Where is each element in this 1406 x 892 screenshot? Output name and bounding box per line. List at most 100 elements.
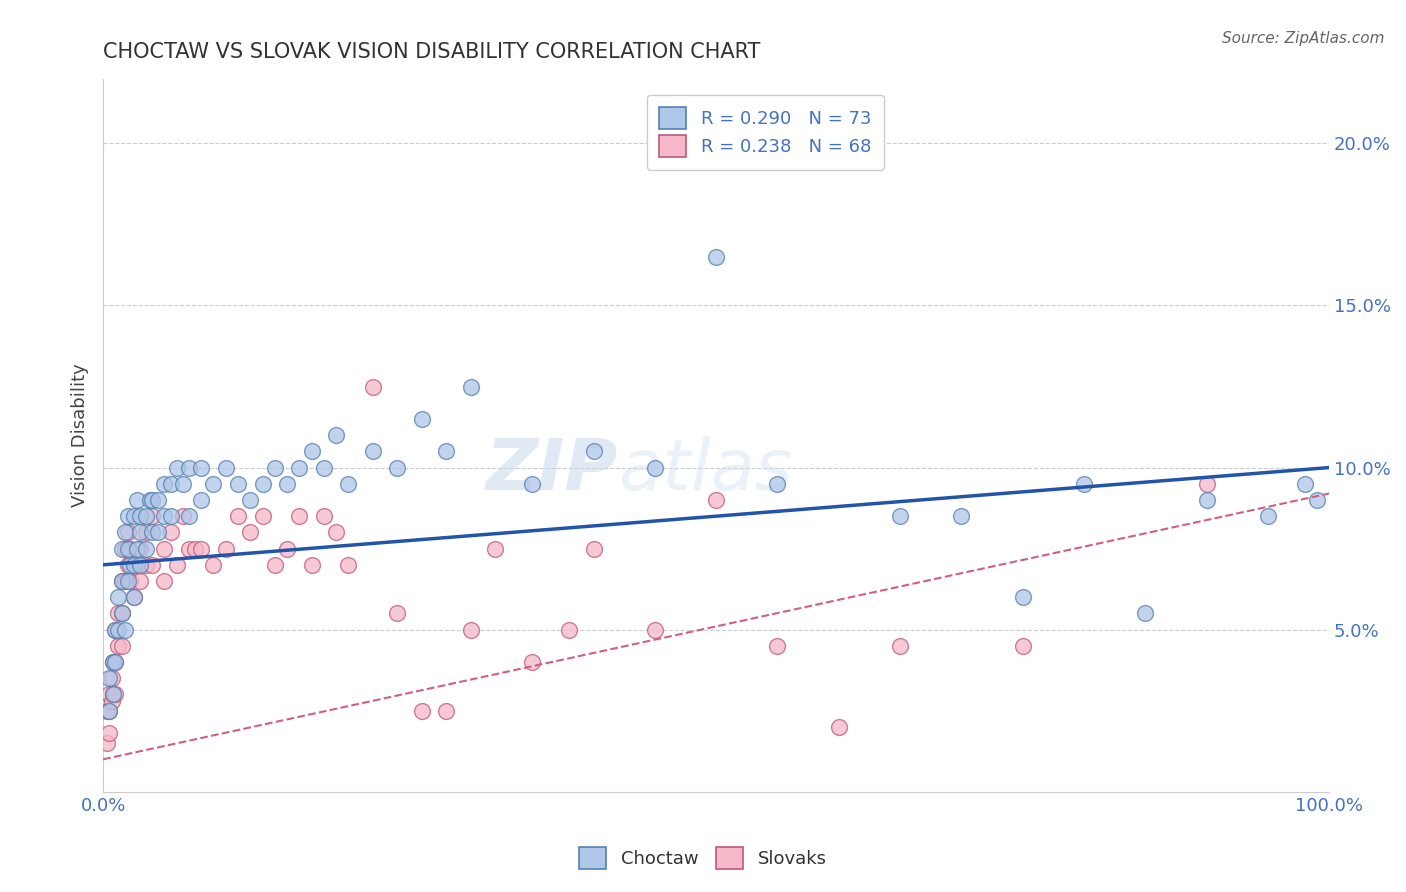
Text: atlas: atlas [619, 436, 793, 505]
Point [411, 412, 433, 426]
Point [436, 444, 458, 458]
Point [828, 720, 851, 734]
Point [252, 476, 274, 491]
Point [129, 574, 152, 588]
Point [114, 541, 136, 556]
Point [114, 574, 136, 588]
Text: ZIP: ZIP [486, 436, 619, 505]
Point [101, 688, 124, 702]
Point [107, 639, 129, 653]
Point [166, 558, 188, 572]
Point [120, 558, 142, 572]
Point [177, 509, 200, 524]
Point [117, 541, 139, 556]
Point [104, 623, 127, 637]
Point [96, 704, 118, 718]
Point [135, 525, 157, 540]
Point [582, 541, 605, 556]
Point [226, 476, 249, 491]
Point [337, 558, 360, 572]
Point [101, 655, 124, 669]
Point [148, 525, 170, 540]
Point [129, 509, 152, 524]
Point [215, 460, 238, 475]
Point [117, 509, 139, 524]
Point [1257, 509, 1279, 524]
Point [301, 558, 323, 572]
Point [263, 558, 285, 572]
Point [263, 460, 285, 475]
Point [122, 558, 145, 572]
Point [96, 736, 118, 750]
Point [104, 655, 127, 669]
Legend: R = 0.290   N = 73, R = 0.238   N = 68: R = 0.290 N = 73, R = 0.238 N = 68 [647, 95, 884, 169]
Point [127, 541, 149, 556]
Point [104, 623, 127, 637]
Point [129, 541, 152, 556]
Point [1306, 493, 1329, 508]
Point [1195, 493, 1218, 508]
Point [276, 476, 298, 491]
Point [288, 460, 311, 475]
Point [114, 623, 136, 637]
Point [889, 639, 911, 653]
Point [644, 623, 666, 637]
Point [141, 525, 163, 540]
Point [98, 704, 121, 718]
Point [122, 591, 145, 605]
Point [252, 509, 274, 524]
Point [215, 541, 238, 556]
Point [104, 655, 127, 669]
Point [114, 525, 136, 540]
Point [117, 558, 139, 572]
Point [460, 379, 482, 393]
Point [387, 460, 409, 475]
Text: CHOCTAW VS SLOVAK VISION DISABILITY CORRELATION CHART: CHOCTAW VS SLOVAK VISION DISABILITY CORR… [103, 42, 761, 62]
Point [184, 541, 207, 556]
Point [98, 688, 121, 702]
Point [153, 476, 176, 491]
Point [484, 541, 506, 556]
Point [361, 444, 384, 458]
Point [312, 460, 335, 475]
Point [889, 509, 911, 524]
Point [110, 607, 132, 621]
Point [110, 574, 132, 588]
Text: Source: ZipAtlas.com: Source: ZipAtlas.com [1222, 31, 1385, 46]
Point [98, 726, 121, 740]
Point [129, 558, 152, 572]
Point [153, 541, 176, 556]
Point [159, 509, 181, 524]
Point [127, 558, 149, 572]
Point [312, 509, 335, 524]
Point [522, 655, 544, 669]
Point [104, 688, 127, 702]
Point [110, 574, 132, 588]
Point [107, 607, 129, 621]
Point [153, 574, 176, 588]
Point [153, 509, 176, 524]
Point [117, 525, 139, 540]
Legend: Choctaw, Slovaks: Choctaw, Slovaks [569, 838, 837, 879]
Point [110, 541, 132, 556]
Point [766, 639, 789, 653]
Point [120, 574, 142, 588]
Point [127, 493, 149, 508]
Point [159, 476, 181, 491]
Point [172, 476, 194, 491]
Point [1011, 591, 1033, 605]
Point [644, 460, 666, 475]
Point [582, 444, 605, 458]
Point [288, 509, 311, 524]
Point [276, 541, 298, 556]
Point [107, 623, 129, 637]
Point [1294, 476, 1316, 491]
Point [122, 558, 145, 572]
Point [950, 509, 973, 524]
Point [202, 476, 225, 491]
Point [190, 541, 212, 556]
Point [325, 525, 347, 540]
Point [122, 509, 145, 524]
Point [101, 655, 124, 669]
Point [110, 639, 132, 653]
